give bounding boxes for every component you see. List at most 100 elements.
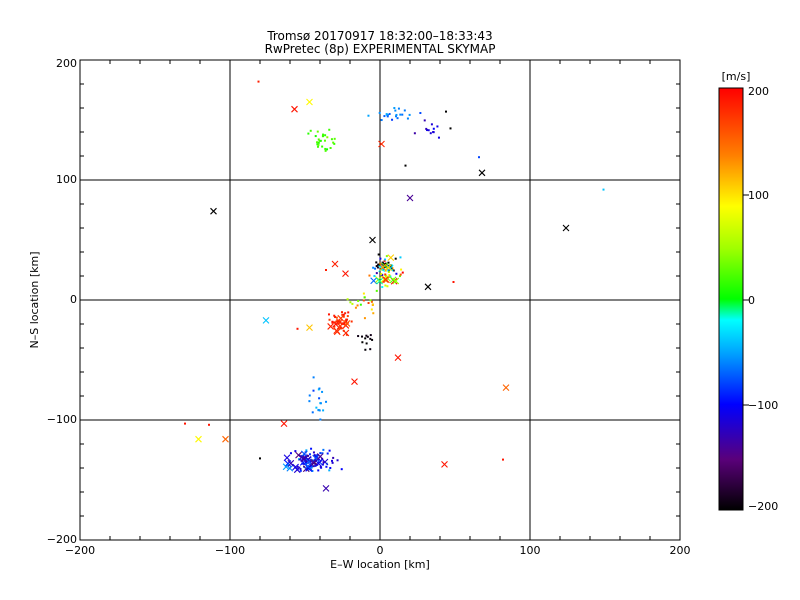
data-point-dot	[332, 141, 335, 144]
y-axis-label: N–S location [km]	[28, 251, 41, 348]
data-point-dot	[372, 312, 375, 315]
data-point-dot	[381, 273, 384, 276]
data-point-dot	[362, 292, 365, 295]
data-point-cross	[210, 207, 217, 215]
data-point-dot	[317, 469, 320, 472]
data-point-dot	[339, 327, 342, 330]
data-point-cross	[311, 458, 318, 466]
grid-lines	[80, 60, 680, 540]
data-point-dot	[314, 135, 317, 138]
data-point-dot	[331, 461, 334, 464]
data-point-cross	[304, 462, 312, 470]
data-point-dot	[380, 272, 383, 275]
data-point-dot	[319, 452, 322, 455]
data-point-dot	[321, 390, 324, 393]
data-point-dot	[389, 265, 392, 268]
data-point-dot	[328, 318, 331, 321]
x-tick-labels: −200 −100 0 100 200	[65, 544, 691, 557]
data-point-dot	[445, 110, 447, 113]
data-point-dot	[384, 258, 387, 261]
data-point-cross	[331, 260, 339, 268]
data-point-dot	[298, 458, 301, 461]
data-point-dot	[333, 142, 336, 145]
data-point-cross	[284, 460, 292, 467]
y-tick-label: −100	[47, 413, 77, 426]
data-point-dot	[315, 406, 318, 409]
data-point-cross	[385, 264, 392, 272]
data-point-dot	[384, 273, 387, 276]
data-point-dot	[317, 138, 320, 141]
data-point-dot	[342, 315, 345, 318]
data-point-dot	[404, 164, 407, 167]
data-point-cross	[316, 453, 324, 460]
data-point-dot	[363, 296, 366, 299]
data-point-dot	[394, 109, 397, 112]
data-point-dot	[430, 123, 433, 126]
data-point-dot	[413, 132, 416, 135]
data-point-dot	[379, 262, 382, 265]
data-point-dot	[361, 335, 364, 338]
colorbar-tick-marks	[743, 194, 749, 406]
data-point-dot	[319, 418, 322, 421]
data-point-cross	[315, 460, 322, 467]
data-point-dot	[436, 125, 439, 128]
data-point-dot	[318, 409, 321, 412]
data-point-cross	[406, 194, 414, 202]
data-point-dot	[602, 188, 605, 191]
data-point-dot	[365, 334, 368, 337]
chart-subtitle: RwPretec (8p) EXPERIMENTAL SKYMAP	[265, 42, 496, 56]
data-point-dot	[336, 459, 339, 462]
data-point-dot	[318, 139, 321, 142]
data-point-cross	[306, 98, 313, 106]
data-point-dot	[326, 452, 329, 455]
data-point-dot	[333, 137, 336, 140]
data-point-dot	[346, 315, 349, 318]
data-point-dot	[478, 156, 480, 159]
data-point-dot	[259, 457, 261, 460]
colorbar-tick-label: −200	[748, 500, 778, 513]
data-point-cross	[283, 454, 291, 462]
data-point-cross	[376, 277, 383, 285]
data-point-dot	[350, 320, 353, 323]
data-point-dot	[386, 115, 389, 118]
data-point-dot	[330, 138, 333, 141]
data-point-dot	[316, 145, 319, 148]
data-point-dot	[351, 302, 354, 305]
data-point-cross	[383, 276, 390, 284]
data-point-dot	[313, 454, 316, 457]
data-point-dot	[346, 298, 349, 301]
y-tick-label: 0	[70, 293, 77, 306]
data-point-cross	[306, 324, 313, 331]
x-tick-label: 0	[377, 544, 384, 557]
data-point-dot	[437, 136, 440, 139]
data-point-dot	[308, 453, 311, 456]
data-point-dot	[349, 301, 352, 304]
data-point-cross	[562, 224, 570, 232]
data-point-dot	[379, 257, 382, 260]
y-tick-label: 200	[56, 57, 77, 70]
data-point-dot	[332, 456, 335, 459]
data-point-dot	[388, 274, 391, 277]
data-point-dot	[334, 321, 337, 324]
data-point-dot	[391, 267, 394, 270]
data-point-cross	[287, 459, 295, 467]
data-point-cross	[262, 317, 270, 324]
data-point-dot	[406, 117, 409, 120]
data-point-dot	[322, 409, 325, 412]
data-point-dot	[308, 394, 311, 397]
data-point-dot	[383, 115, 386, 118]
data-point-dot	[371, 303, 374, 306]
data-point-dot	[375, 265, 378, 268]
data-point-dot	[378, 111, 381, 114]
data-point-dot	[316, 130, 319, 133]
data-point-cross	[370, 277, 378, 285]
data-point-dot	[385, 113, 388, 116]
data-point-dot	[328, 449, 331, 452]
data-point-dot	[452, 281, 455, 283]
data-point-dot	[373, 274, 376, 277]
data-point-dot	[326, 148, 329, 151]
data-point-cross	[322, 485, 330, 492]
data-point-dot	[397, 107, 400, 110]
data-point-dot	[319, 139, 322, 142]
data-point-dot	[333, 325, 336, 328]
